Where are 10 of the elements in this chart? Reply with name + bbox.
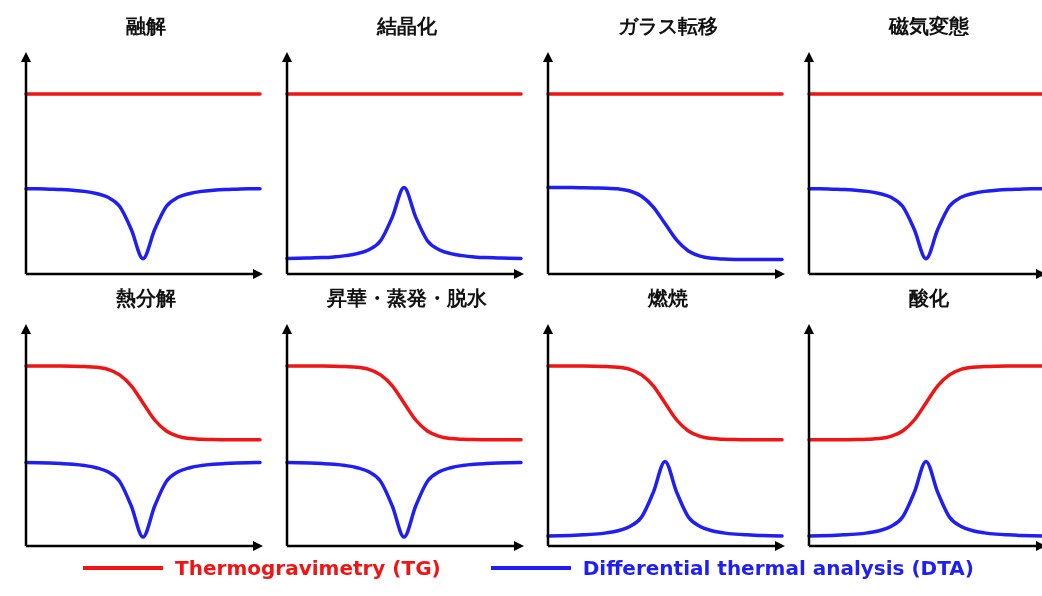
chart-title: 燃焼 xyxy=(646,285,689,312)
chart-title: 結晶化 xyxy=(375,13,438,40)
chart-title: 磁気変態 xyxy=(887,13,970,40)
chart-title: 昇華・蒸発・脱水 xyxy=(326,285,488,312)
chart-title: ガラス転移 xyxy=(617,13,719,40)
legend-label: Thermogravimetry (TG) xyxy=(175,556,441,580)
chart-title: 酸化 xyxy=(908,285,950,312)
chart-title: 融解 xyxy=(125,13,167,40)
legend-label: Differential thermal analysis (DTA) xyxy=(582,556,974,580)
chart-title: 熱分解 xyxy=(115,285,177,312)
